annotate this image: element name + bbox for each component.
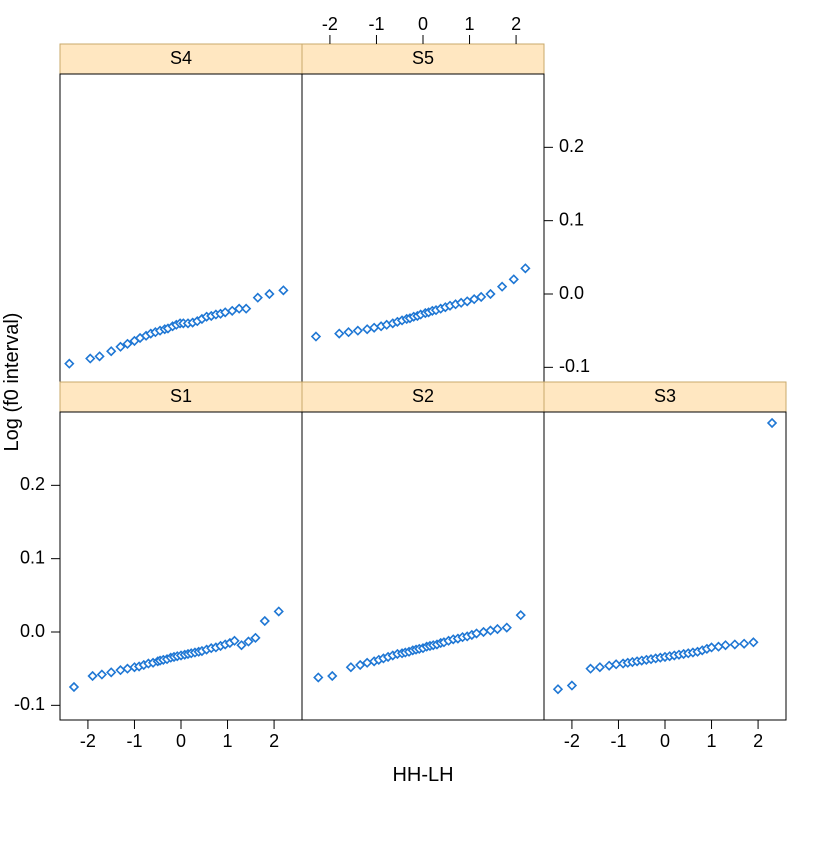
x-tick-label: 1	[707, 731, 717, 751]
x-tick-label: -1	[610, 731, 626, 751]
panel-strip-label: S5	[412, 48, 434, 68]
panel-strip-label: S1	[170, 386, 192, 406]
y-tick-label: 0.0	[559, 283, 584, 303]
x-tick-label: 0	[176, 731, 186, 751]
x-tick-label: 0	[418, 14, 428, 34]
panel-strip-label: S2	[412, 386, 434, 406]
panel-strip-label: S4	[170, 48, 192, 68]
y-tick-label: 0.1	[559, 209, 584, 229]
y-tick-label: -0.1	[14, 694, 45, 714]
x-tick-label: 1	[465, 14, 475, 34]
x-tick-label: -1	[126, 731, 142, 751]
panel-frame	[60, 412, 302, 720]
panel-frame	[60, 74, 302, 382]
y-tick-label: -0.1	[559, 356, 590, 376]
y-axis-title: Log (f0 interval)	[1, 313, 23, 452]
x-tick-label: 2	[753, 731, 763, 751]
panel-frame	[302, 412, 544, 720]
y-tick-label: 0.0	[20, 621, 45, 641]
x-tick-label: 1	[223, 731, 233, 751]
x-tick-label: -2	[564, 731, 580, 751]
x-tick-label: -1	[368, 14, 384, 34]
x-tick-label: 2	[511, 14, 521, 34]
y-tick-label: 0.1	[20, 547, 45, 567]
panel-strip-label: S3	[654, 386, 676, 406]
x-tick-label: 0	[660, 731, 670, 751]
panel-frame	[544, 412, 786, 720]
y-tick-label: 0.2	[559, 136, 584, 156]
x-axis-title: HH-LH	[392, 764, 453, 786]
x-tick-label: -2	[322, 14, 338, 34]
x-tick-label: -2	[80, 731, 96, 751]
x-tick-label: 2	[269, 731, 279, 751]
y-tick-label: 0.2	[20, 474, 45, 494]
